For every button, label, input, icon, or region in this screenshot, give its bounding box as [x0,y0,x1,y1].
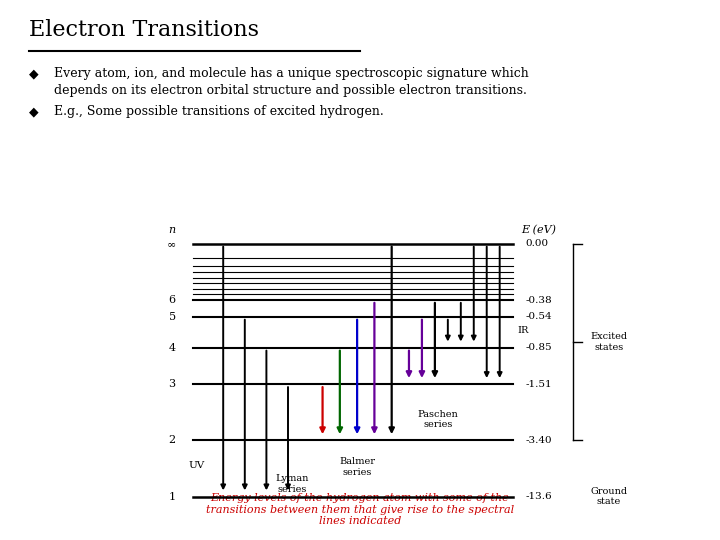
Text: UV: UV [189,461,205,470]
Text: ◆: ◆ [29,105,38,118]
Text: IR: IR [517,326,528,335]
Text: -0.85: -0.85 [526,343,552,352]
Text: 1: 1 [168,491,176,502]
Text: Ground
state: Ground state [590,487,628,507]
Text: 5: 5 [168,312,176,322]
Text: -13.6: -13.6 [526,492,552,501]
Text: 2: 2 [168,435,176,445]
Text: ◆: ◆ [29,68,38,80]
Text: E (eV): E (eV) [521,225,557,235]
Text: E.g., Some possible transitions of excited hydrogen.: E.g., Some possible transitions of excit… [54,105,384,118]
Text: -0.54: -0.54 [526,312,552,321]
Text: Paschen
series: Paschen series [418,409,459,429]
Text: Balmer
series: Balmer series [339,457,375,477]
Text: 6: 6 [168,295,176,305]
Text: ∞: ∞ [166,239,176,249]
Text: -3.40: -3.40 [526,436,552,445]
Text: Excited
states: Excited states [590,333,628,352]
Text: Energy levels of the hydrogen atom with some of the
transitions between them tha: Energy levels of the hydrogen atom with … [206,494,514,526]
Text: depends on its electron orbital structure and possible electron transitions.: depends on its electron orbital structur… [54,84,527,97]
Text: -1.51: -1.51 [526,380,552,389]
Text: Every atom, ion, and molecule has a unique spectroscopic signature which: Every atom, ion, and molecule has a uniq… [54,68,528,80]
Text: -0.38: -0.38 [526,295,552,305]
Text: 0.00: 0.00 [526,239,549,248]
Text: n: n [168,225,176,235]
Text: 3: 3 [168,379,176,389]
Text: Lyman
series: Lyman series [276,474,309,494]
Text: Electron Transitions: Electron Transitions [29,19,258,41]
Text: 4: 4 [168,343,176,353]
